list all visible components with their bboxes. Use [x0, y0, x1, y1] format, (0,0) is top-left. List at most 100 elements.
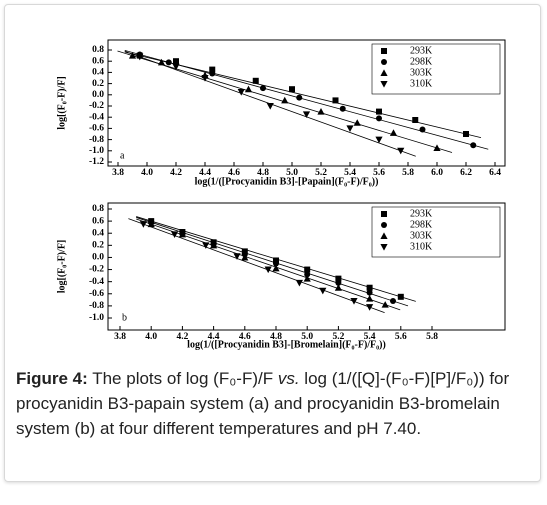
- data-point: [381, 301, 389, 308]
- legend-label: 293K: [410, 208, 433, 219]
- data-point: [332, 97, 339, 104]
- data-point: [272, 264, 280, 272]
- x-tick-label: 4.6: [239, 332, 251, 342]
- x-tick-label: 5.8: [402, 168, 414, 178]
- data-point: [264, 266, 272, 274]
- x-tick-label: 5.2: [315, 168, 327, 178]
- data-point: [165, 59, 172, 66]
- data-point: [201, 75, 209, 82]
- x-tick-label: 3.8: [112, 168, 124, 178]
- data-point: [397, 293, 404, 300]
- legend-label: 298K: [410, 219, 433, 230]
- data-point: [241, 248, 248, 255]
- legend-marker: [381, 222, 387, 228]
- data-point: [366, 284, 373, 291]
- data-point: [390, 298, 396, 305]
- figure-frame: [4, 4, 541, 482]
- x-tick-label: 4.2: [176, 332, 188, 342]
- data-point: [366, 289, 373, 296]
- x-tick-label: 4.8: [270, 332, 282, 342]
- data-point: [237, 89, 245, 96]
- data-point: [376, 108, 382, 115]
- data-point: [463, 131, 469, 137]
- x-tick-label: 4.2: [170, 168, 182, 178]
- data-point: [353, 119, 361, 126]
- data-point: [136, 53, 144, 61]
- x-tick-label: 4.4: [208, 332, 220, 342]
- y-axis-label: log[(F₀-F)/F]: [56, 76, 67, 130]
- data-point: [303, 275, 311, 282]
- y-tick-label: 0.4: [92, 68, 104, 78]
- x-tick-label: 5.4: [364, 332, 376, 342]
- data-point: [419, 126, 426, 133]
- data-point: [302, 111, 311, 118]
- y-tick-label: -1.0: [89, 146, 104, 156]
- y-tick-label: 0.0: [92, 90, 104, 100]
- legend-label: 293K: [410, 45, 433, 56]
- x-tick-label: 4.6: [228, 168, 240, 178]
- caption-text: log (1/([Q]-(F₀-F)[P]/F₀)) for procyanid…: [16, 369, 510, 438]
- data-point: [252, 77, 259, 84]
- y-axis-label: log[(F₀-F)/F]: [56, 240, 67, 294]
- y-tick-label: 0.8: [92, 45, 104, 55]
- legend-marker: [380, 244, 388, 251]
- x-tick-label: 5.2: [332, 332, 344, 342]
- legend-box: [371, 43, 501, 95]
- data-point: [128, 52, 137, 59]
- data-point: [376, 115, 382, 122]
- data-point: [389, 129, 398, 136]
- data-point: [339, 105, 346, 112]
- fit-line: [128, 218, 385, 313]
- data-point: [244, 85, 253, 93]
- data-point: [173, 58, 179, 65]
- figure-label: Figure 4:: [16, 369, 88, 388]
- data-point: [273, 260, 279, 267]
- legend-label: 303K: [410, 230, 433, 241]
- y-tick-label: 0.4: [92, 228, 104, 238]
- y-tick-label: 0.2: [92, 241, 104, 251]
- caption-text: The plots of log (F₀-F)/F: [92, 369, 278, 388]
- y-tick-label: -0.6: [89, 289, 104, 299]
- data-point: [412, 117, 419, 123]
- data-point: [319, 287, 327, 295]
- data-point: [210, 241, 218, 249]
- y-tick-label: 0.6: [92, 216, 104, 226]
- legend-marker: [380, 232, 388, 239]
- data-point: [202, 242, 210, 249]
- x-tick-label: 5.8: [426, 332, 438, 342]
- panel-label: a: [120, 150, 125, 161]
- data-point: [335, 275, 342, 282]
- data-point: [366, 304, 374, 311]
- x-tick-label: 4.4: [199, 168, 211, 178]
- data-point: [233, 253, 241, 260]
- y-tick-label: -1.2: [89, 157, 104, 167]
- data-point: [172, 63, 180, 71]
- plot-frame: [107, 39, 506, 167]
- charts: 3.8 4.0 4.2 4.4 4.6 4.8 5.0 5.2 5.4 5.6 5.8 6.0 6.2 6…: [56, 39, 506, 350]
- legend-box: [371, 206, 501, 258]
- data-point: [334, 284, 342, 291]
- data-point: [171, 231, 179, 239]
- legend-marker: [381, 48, 387, 54]
- data-point: [273, 257, 279, 264]
- fit-line: [136, 218, 401, 311]
- legend-marker: [380, 69, 388, 76]
- data-point: [209, 66, 216, 73]
- y-tick-label: -0.8: [89, 135, 104, 145]
- plot-frame: [107, 202, 506, 331]
- panel-label: b: [122, 312, 127, 323]
- x-axis-label: log(1/([Procyanidin B3]-[Papain](F₀-F)/F…: [195, 176, 379, 187]
- y-tick-label: -1.0: [89, 313, 104, 323]
- data-point: [366, 295, 374, 302]
- data-point: [260, 85, 266, 92]
- x-tick-label: 5.4: [344, 168, 356, 178]
- y-tick-label: 0.2: [92, 79, 104, 89]
- data-point: [470, 142, 477, 149]
- x-tick-label: 5.0: [301, 332, 313, 342]
- x-tick-label: 3.8: [114, 332, 126, 342]
- legend-label: 310K: [410, 241, 433, 252]
- legend-label: 303K: [410, 67, 433, 78]
- x-tick-label: 5.0: [286, 168, 298, 178]
- caption: Figure 4: The plots of log (F₀-F)/F vs. …: [16, 366, 531, 441]
